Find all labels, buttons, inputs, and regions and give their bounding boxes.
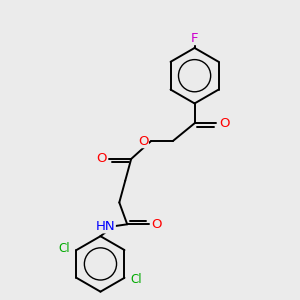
Text: Cl: Cl: [59, 242, 70, 255]
Text: O: O: [219, 117, 230, 130]
Text: Cl: Cl: [130, 273, 142, 286]
Text: F: F: [191, 32, 198, 44]
Text: O: O: [138, 135, 148, 148]
Text: O: O: [96, 152, 107, 165]
Text: O: O: [152, 218, 162, 231]
Text: HN: HN: [96, 220, 115, 233]
